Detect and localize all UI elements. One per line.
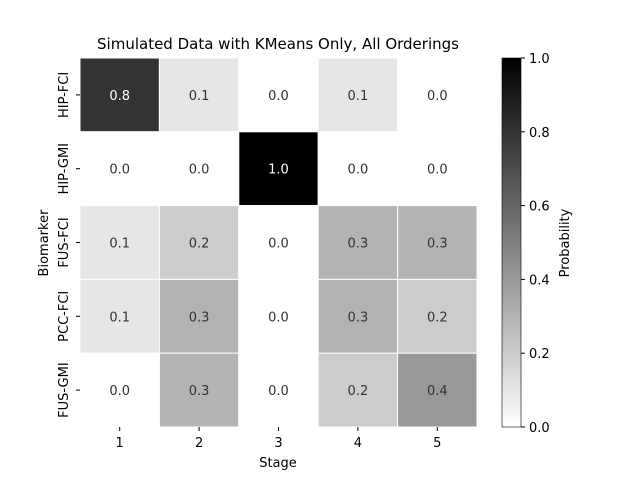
cell-value-label: 0.4 xyxy=(427,384,448,399)
cell-value-label: 0.0 xyxy=(268,237,289,252)
heatmap-cell xyxy=(158,352,240,428)
x-axis-ticks: 1 2 3 4 5 xyxy=(116,427,441,451)
heatmap-cell xyxy=(317,57,399,133)
heatmap-cell xyxy=(317,205,399,280)
colorbar-label: Probability xyxy=(558,208,573,277)
cell-value-label: 0.2 xyxy=(189,237,210,252)
cell-value-label: 0.0 xyxy=(427,163,448,178)
cell-value-label: 0.0 xyxy=(189,163,210,178)
heatmap-cell xyxy=(158,278,240,354)
y-axis-ticks: HIP-FCI HIP-GMI FUS-FCI PCC-FCI FUS-GMI xyxy=(57,72,80,418)
y-tick-label: PCC-FCI xyxy=(57,291,72,342)
cell-value-label: 0.3 xyxy=(189,310,210,325)
cell-value-label: 0.0 xyxy=(348,163,369,178)
colorbar-gradient xyxy=(501,57,522,428)
cell-value-label: 0.1 xyxy=(109,310,130,325)
x-axis-label: Stage xyxy=(259,456,297,471)
cell-value-label: 0.0 xyxy=(109,163,130,178)
cell-value-label: 0.3 xyxy=(348,310,369,325)
colorbar-tick-label: 0.8 xyxy=(529,126,550,141)
heatmap-cell xyxy=(238,205,319,280)
colorbar-tick-label: 0.2 xyxy=(529,347,550,362)
cell-value-label: 0.1 xyxy=(109,237,130,252)
heatmap-cell xyxy=(79,352,160,428)
cell-value-label: 0.8 xyxy=(109,89,130,104)
y-tick-label: FUS-FCI xyxy=(57,217,72,267)
heatmap-cell xyxy=(79,131,160,207)
colorbar: 0.0 0.2 0.4 0.6 0.8 1.0 xyxy=(501,52,550,436)
heatmap-cell xyxy=(397,131,478,207)
cell-value-label: 0.2 xyxy=(427,310,448,325)
heatmap-cells: 0.8 0.1 0.0 0.1 0.0 0.0 0.0 1.0 0.0 0.0 0.1 0.2 0.0 0… xyxy=(79,57,478,428)
y-axis-label: Biomarker xyxy=(37,209,52,277)
colorbar-tick-label: 0.4 xyxy=(529,273,550,288)
cell-value-label: 0.0 xyxy=(268,310,289,325)
heatmap-cell xyxy=(79,57,160,133)
x-tick-label: 5 xyxy=(433,436,441,451)
cell-value-label: 0.0 xyxy=(109,384,130,399)
heatmap-cell xyxy=(317,278,399,354)
heatmap-cell xyxy=(238,57,319,133)
cell-value-label: 0.1 xyxy=(189,89,210,104)
cell-value-label: 0.0 xyxy=(268,89,289,104)
y-tick-label: HIP-FCI xyxy=(57,72,72,118)
colorbar-tick-label: 1.0 xyxy=(529,52,550,67)
y-tick-label: FUS-GMI xyxy=(57,362,72,418)
cell-value-label: 0.0 xyxy=(268,384,289,399)
heatmap-cell xyxy=(397,205,478,280)
cell-value-label: 0.3 xyxy=(189,384,210,399)
heatmap-cell xyxy=(397,278,478,354)
heatmap-cell xyxy=(397,57,478,133)
colorbar-tick-label: 0.0 xyxy=(529,421,550,436)
chart-title: Simulated Data with KMeans Only, All Ord… xyxy=(97,35,459,53)
y-tick-label: HIP-GMI xyxy=(57,143,72,194)
x-tick-label: 4 xyxy=(354,436,362,451)
heatmap-cell xyxy=(238,352,319,428)
cell-value-label: 0.0 xyxy=(427,89,448,104)
cell-value-label: 0.1 xyxy=(348,89,369,104)
cell-value-label: 0.3 xyxy=(348,237,369,252)
heatmap-cell xyxy=(238,278,319,354)
colorbar-tick-label: 0.6 xyxy=(529,200,550,215)
x-tick-label: 1 xyxy=(116,436,124,451)
heatmap-cell xyxy=(158,57,240,133)
heatmap-cell xyxy=(397,352,478,428)
heatmap-cell xyxy=(158,205,240,280)
x-tick-label: 2 xyxy=(195,436,203,451)
x-tick-label: 3 xyxy=(274,436,282,451)
cell-value-label: 0.2 xyxy=(348,384,369,399)
cell-value-label: 1.0 xyxy=(268,163,289,178)
cell-value-label: 0.3 xyxy=(427,237,448,252)
heatmap-cell xyxy=(238,131,319,207)
